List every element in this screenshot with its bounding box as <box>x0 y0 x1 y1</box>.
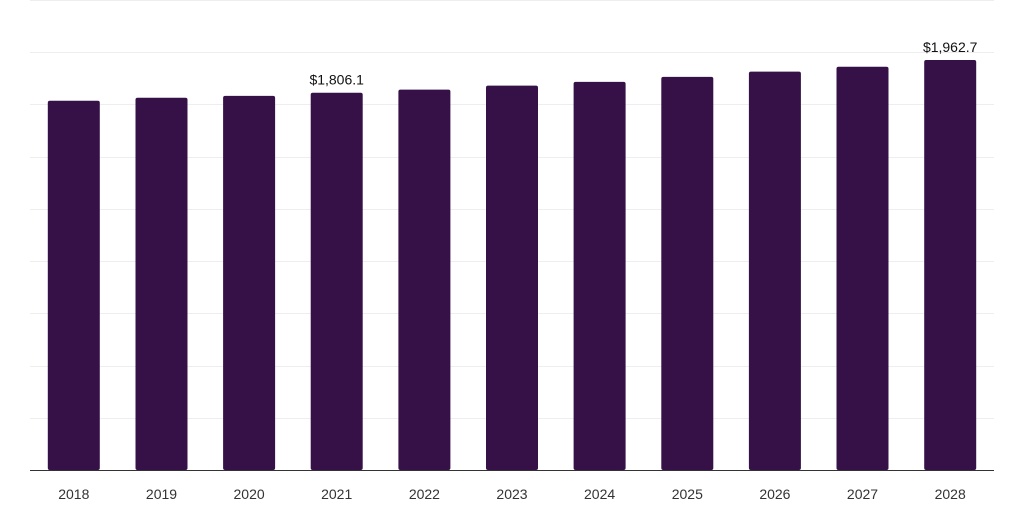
x-tick-labels: 2018 2019 2020 2021 2022 2023 2024 2025 2026 2027… <box>58 486 966 502</box>
bar-2023[interactable] <box>486 85 538 470</box>
bar-2018[interactable] <box>47 100 100 470</box>
x-tick-label-2026: 2026 <box>759 486 790 502</box>
x-tick-label-2022: 2022 <box>409 486 440 502</box>
bar-2024[interactable] <box>573 81 626 471</box>
x-tick-label-2024: 2024 <box>584 486 615 502</box>
x-tick-label-2027: 2027 <box>847 486 878 502</box>
data-label-2021: $1,806.1 <box>309 72 364 88</box>
bars-group <box>47 60 977 471</box>
bar-2020[interactable] <box>223 95 276 471</box>
x-tick-label-2020: 2020 <box>234 486 265 502</box>
x-tick-label-2018: 2018 <box>58 486 89 502</box>
x-tick-label-2023: 2023 <box>496 486 527 502</box>
x-tick-label-2028: 2028 <box>935 486 966 502</box>
bar-2027[interactable] <box>836 66 889 471</box>
data-labels-group: $1,806.1 $1,962.7 <box>309 39 977 88</box>
bar-2021[interactable] <box>310 92 363 470</box>
x-tick-label-2019: 2019 <box>146 486 177 502</box>
bar-2022[interactable] <box>398 89 451 470</box>
bar-2025[interactable] <box>661 76 714 471</box>
bar-2028[interactable] <box>924 60 977 470</box>
bar-2026[interactable] <box>748 71 801 470</box>
data-label-2028: $1,962.7 <box>923 39 978 55</box>
x-tick-label-2021: 2021 <box>321 486 352 502</box>
bar-2019[interactable] <box>135 97 188 471</box>
x-tick-label-2025: 2025 <box>672 486 703 502</box>
